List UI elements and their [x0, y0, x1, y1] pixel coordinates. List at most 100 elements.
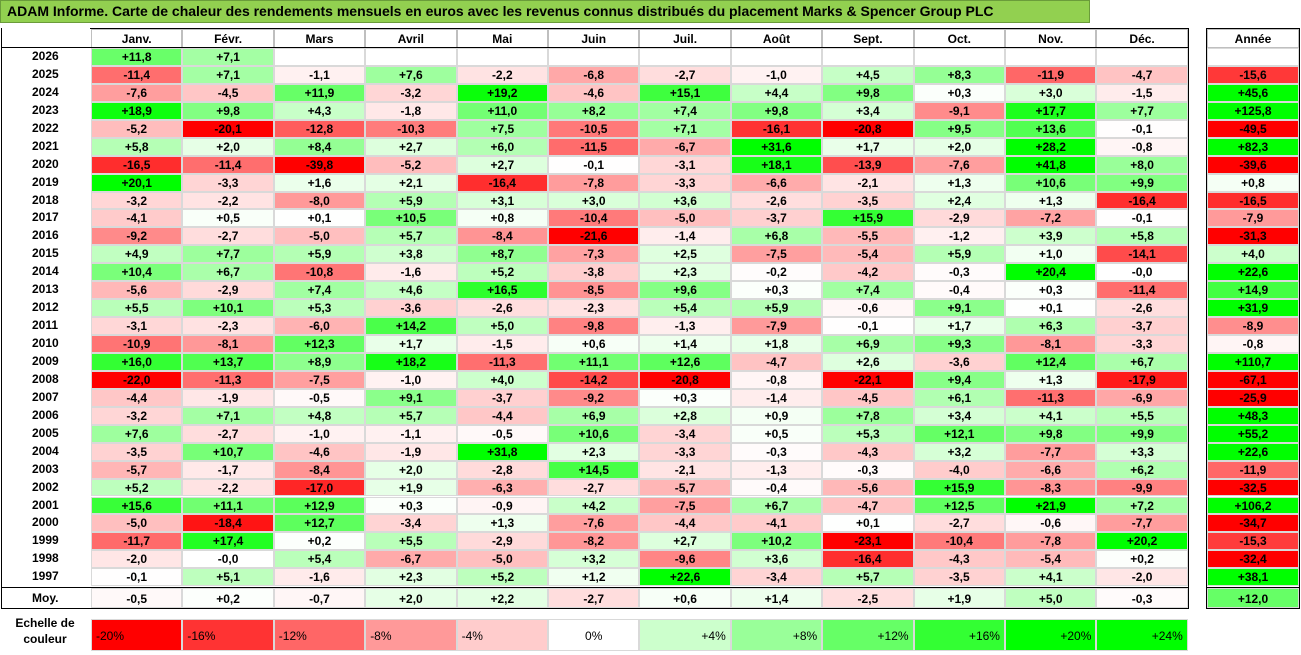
heatmap-cell: +17,4 [182, 532, 274, 551]
heatmap-cell: -2,2 [182, 478, 274, 497]
table-border-header-top [90, 28, 1189, 29]
heatmap-cell: +3,4 [822, 101, 914, 120]
heatmap-cell: -8,3 [1005, 478, 1097, 497]
heatmap-cell: -7,3 [548, 245, 640, 264]
heatmap-cell: -6,9 [1096, 388, 1188, 407]
heatmap-cell: +8,2 [548, 101, 640, 120]
heatmap-cell: +9,5 [913, 119, 1005, 138]
heatmap-cell: -3,2 [91, 406, 183, 425]
heatmap-cell: -7,6 [548, 514, 640, 533]
annual-cell: +82,3 [1207, 137, 1299, 156]
heatmap-cell [273, 48, 366, 66]
heatmap-cell: +28,2 [1005, 137, 1097, 156]
heatmap-cell: +5,0 [456, 317, 548, 336]
heatmap-cell: +2,1 [365, 173, 457, 192]
heatmap-cell: +4,0 [456, 370, 548, 389]
heatmap-cell: +5,7 [365, 227, 457, 246]
table-border-bottom [1, 608, 1189, 610]
heatmap-cell: -3,2 [365, 83, 457, 102]
heatmap-cell: +1,7 [913, 317, 1005, 336]
heatmap-cell: +12,5 [913, 496, 1005, 515]
year-label: 2020 [32, 156, 59, 171]
heatmap-cell: -2,1 [822, 173, 914, 192]
heatmap-cell: +5,9 [730, 299, 823, 318]
table-border-right [1187, 28, 1189, 610]
heatmap-cell: -5,4 [1005, 550, 1097, 569]
scale-swatch: +12% [822, 619, 914, 651]
heatmap-cell: +15,1 [639, 83, 731, 102]
heatmap-cell: -11,7 [91, 532, 183, 551]
heatmap-cell: -10,3 [365, 119, 457, 138]
heatmap-cell: +5,7 [822, 568, 914, 587]
heatmap-cell [456, 48, 548, 66]
average-cell: +1,4 [730, 588, 823, 609]
heatmap-cell: +7,1 [182, 48, 274, 66]
heatmap-cell: -3,7 [1096, 317, 1188, 336]
heatmap-cell: +5,2 [456, 263, 548, 282]
heatmap-cell: -1,9 [182, 388, 274, 407]
heatmap-cell: -2,0 [1096, 568, 1188, 587]
heatmap-cell: -3,7 [456, 388, 548, 407]
heatmap-cell: +1,7 [365, 335, 457, 353]
heatmap-cell: -6,7 [639, 137, 731, 156]
scale-swatch: -16% [182, 619, 274, 651]
year-label: 2019 [32, 174, 59, 189]
heatmap-cell: -0,3 [913, 263, 1005, 282]
annual-cell: -25,9 [1207, 388, 1299, 407]
heatmap-cell: +4,3 [273, 101, 366, 120]
heatmap-cell: +5,5 [91, 299, 183, 318]
heatmap-cell: -11,3 [1005, 388, 1097, 407]
annual-border-left [1206, 28, 1207, 610]
heatmap-cell: +10,2 [730, 532, 823, 551]
heatmap-cell: +2,4 [913, 191, 1005, 210]
heatmap-cell: +5,9 [273, 245, 366, 264]
heatmap-cell [365, 48, 457, 66]
annual-cell: -34,7 [1207, 514, 1299, 533]
year-label: 2011 [32, 318, 59, 333]
year-label: 2013 [32, 282, 59, 297]
year-label: 1998 [32, 551, 59, 566]
year-label: 2000 [32, 515, 59, 530]
heatmap-cell: +7,6 [365, 65, 457, 84]
heatmap-cell: -3,6 [365, 299, 457, 318]
heatmap-cell: +7,5 [456, 119, 548, 138]
heatmap-cell: +5,1 [182, 568, 274, 587]
heatmap-cell: -0,0 [1096, 263, 1188, 282]
heatmap-cell: +7,1 [639, 119, 731, 138]
heatmap-cell: +1,6 [273, 173, 366, 192]
heatmap-cell: +9,4 [913, 370, 1005, 389]
heatmap-cell: -1,5 [1096, 83, 1188, 102]
heatmap-cell: -3,1 [91, 317, 183, 336]
heatmap-cell: -8,0 [273, 191, 366, 210]
heatmap-cell: -0,8 [1096, 137, 1188, 156]
month-header: Août [730, 29, 823, 48]
year-header: Année [1207, 29, 1299, 48]
annual-cell [1207, 48, 1299, 66]
year-label: 2024 [32, 84, 59, 99]
heatmap-cell: +5,5 [1096, 406, 1188, 425]
annual-cell: -15,6 [1207, 65, 1299, 84]
heatmap-cell: +17,7 [1005, 101, 1097, 120]
annual-border-avg [1206, 587, 1300, 589]
year-label: 2014 [32, 264, 59, 279]
heatmap-cell: -7,2 [1005, 209, 1097, 228]
heatmap-cell: -39,8 [273, 155, 366, 174]
heatmap-cell: +12,6 [639, 352, 731, 371]
average-cell: +5,0 [1005, 588, 1097, 609]
heatmap-cell: -5,0 [91, 514, 183, 533]
heatmap-cell: -4,5 [822, 388, 914, 407]
heatmap-cell: +2,7 [456, 155, 548, 174]
heatmap-cell: +5,8 [91, 137, 183, 156]
month-header: Avril [365, 29, 457, 48]
heatmap-cell: -9,1 [913, 101, 1005, 120]
heatmap-cell: +15,6 [91, 496, 183, 515]
year-label: 2015 [32, 246, 59, 261]
heatmap-cell: -0,5 [456, 424, 548, 443]
year-label: 2010 [32, 336, 59, 351]
heatmap-cell: -0,6 [822, 299, 914, 318]
heatmap-cell: -2,0 [91, 550, 183, 569]
heatmap-cell: -0,4 [913, 281, 1005, 300]
heatmap-cell: -1,3 [730, 460, 823, 479]
annual-border-right [1299, 28, 1300, 610]
heatmap-cell: +0,3 [730, 281, 823, 300]
